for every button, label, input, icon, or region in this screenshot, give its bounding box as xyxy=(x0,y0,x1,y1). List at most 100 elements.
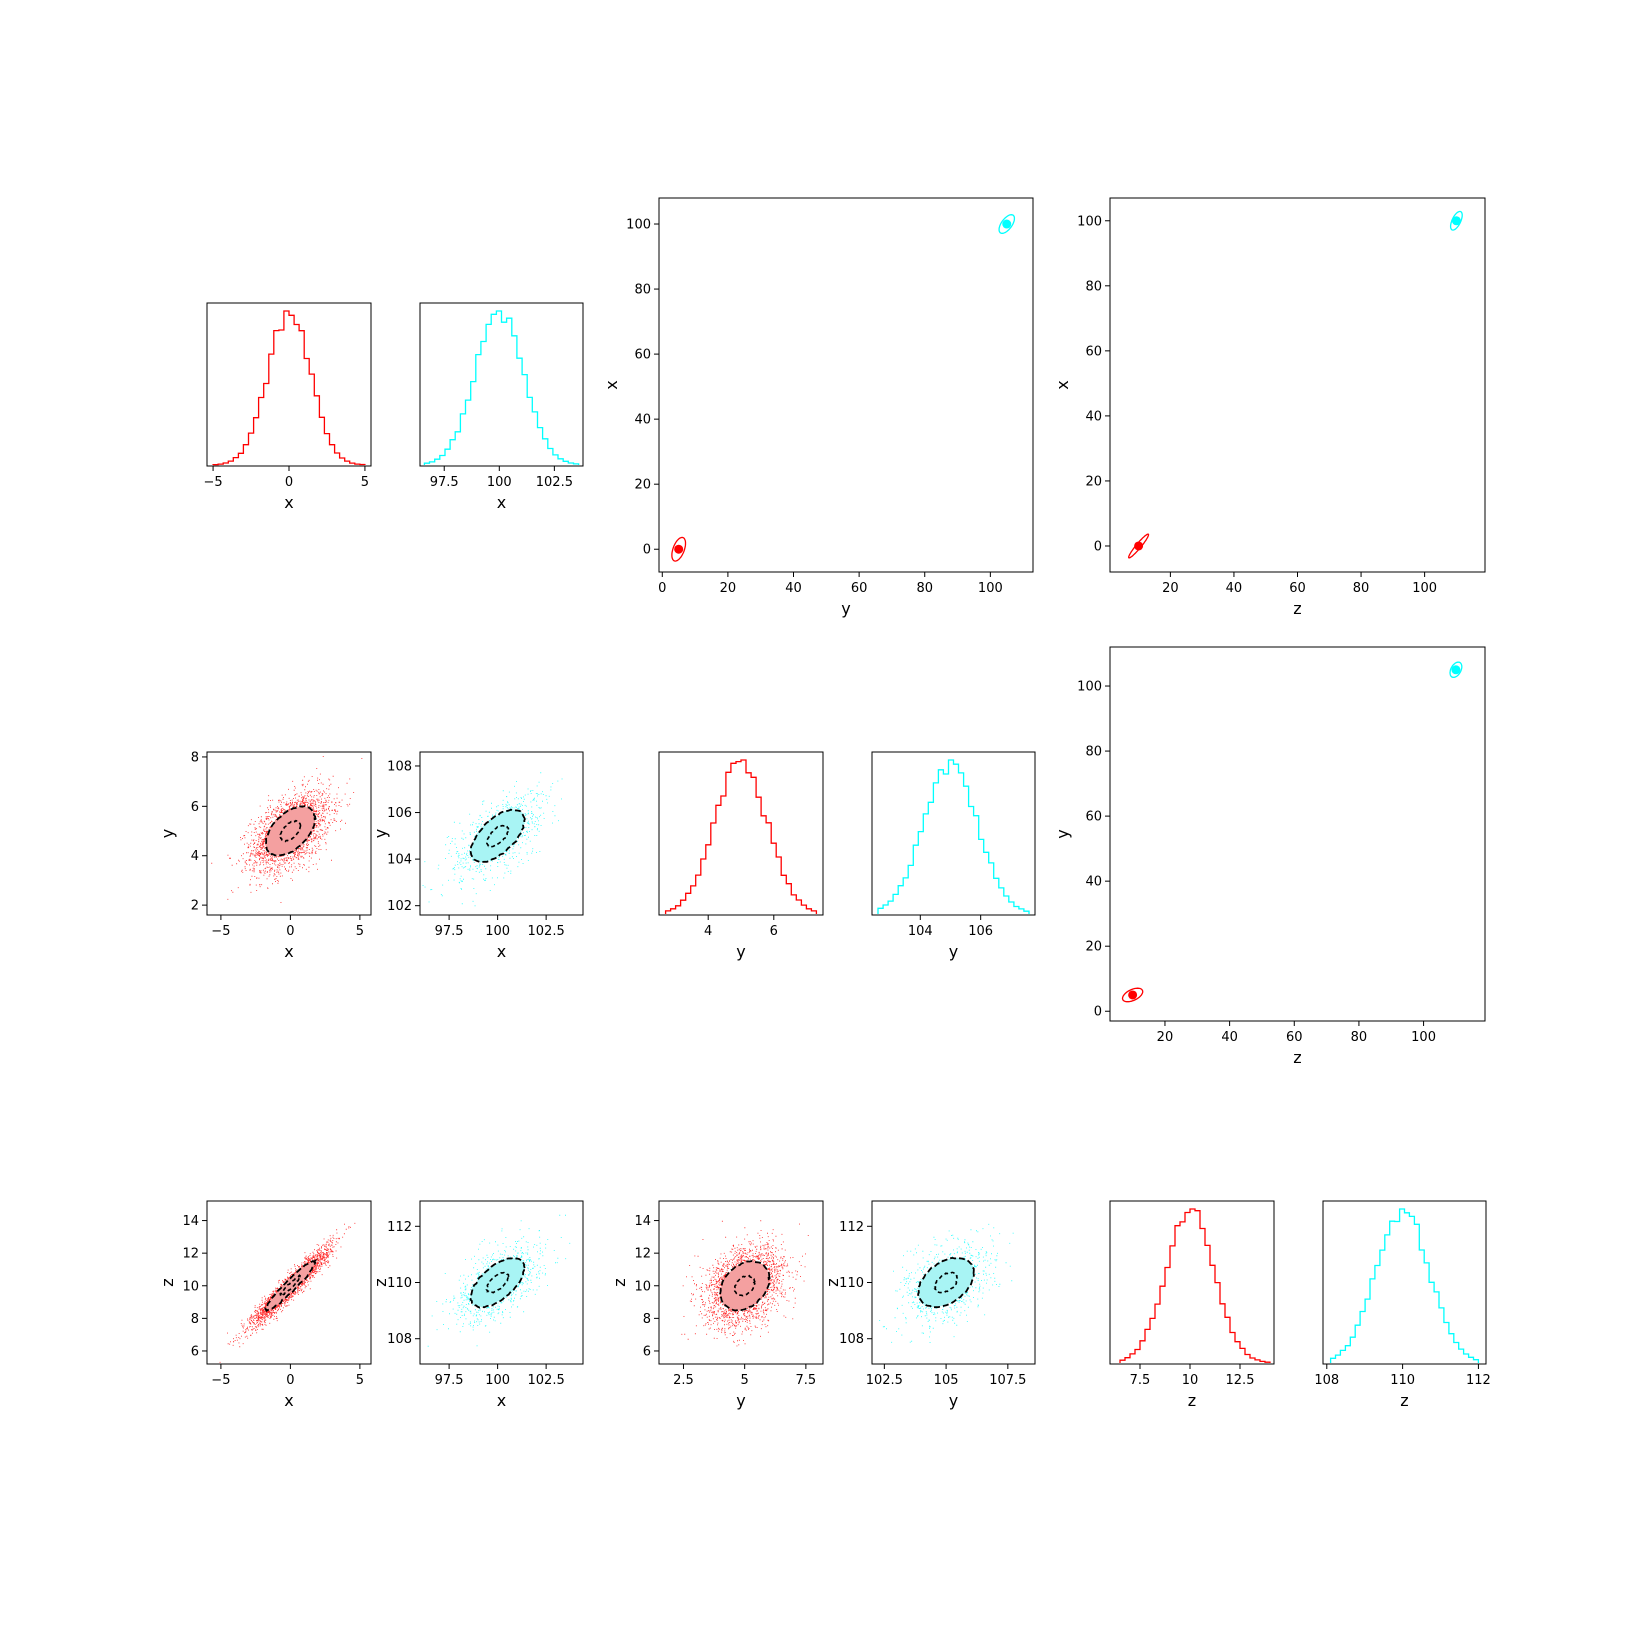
x-tick-label: 100 xyxy=(487,475,512,490)
plot-area xyxy=(879,1223,1014,1343)
x-axis-label: y xyxy=(736,1391,745,1410)
x-axis-label: z xyxy=(1293,1048,1301,1067)
plot-area xyxy=(877,759,1030,914)
y-tick-label: 112 xyxy=(387,1220,412,1235)
x-tick-label: 0 xyxy=(658,581,666,596)
plot-area xyxy=(1128,210,1463,559)
x-axis-label: x xyxy=(497,493,506,512)
x-tick-label: 108 xyxy=(1314,1373,1339,1388)
x-tick-label: 60 xyxy=(1289,581,1306,596)
histogram-step-line xyxy=(664,759,818,914)
center-point xyxy=(1002,219,1012,229)
density-fill xyxy=(265,1261,316,1311)
x-tick-label: −5 xyxy=(211,1373,230,1388)
x-tick-label: 20 xyxy=(1162,581,1179,596)
center-point xyxy=(1451,665,1461,675)
hist-z-cyan: 108 110 112 z xyxy=(1314,1200,1491,1410)
y-tick-label: 106 xyxy=(387,806,412,821)
x-axis-label: y xyxy=(736,942,745,961)
axes-frame xyxy=(1109,646,1486,1022)
x-tick-label: 107.5 xyxy=(989,1373,1026,1388)
x-tick-label: 40 xyxy=(1226,581,1243,596)
y-tick-label: 112 xyxy=(839,1220,864,1235)
y-tick-label: 6 xyxy=(191,1344,199,1359)
y-tick-label: 20 xyxy=(634,478,651,493)
axes-frame xyxy=(1109,197,1486,573)
x-tick-label: 106 xyxy=(968,924,993,939)
histogram-step-line xyxy=(1329,1208,1480,1363)
histogram-step-line xyxy=(877,759,1030,914)
y-axis-label: x xyxy=(602,380,621,389)
x-tick-label: 60 xyxy=(851,581,868,596)
x-tick-label: −5 xyxy=(203,475,222,490)
plot-area xyxy=(212,310,366,466)
axes-frame xyxy=(206,1200,372,1365)
x-tick-label: 97.5 xyxy=(435,924,464,939)
scatter-z-y-cyan: 102.5 105 107.5 108 110 112 y z xyxy=(823,1200,1036,1410)
y-tick-label: 8 xyxy=(191,1312,199,1327)
plot-area xyxy=(1121,661,1463,1003)
plot-area xyxy=(1119,1208,1271,1363)
contour-outer xyxy=(469,808,526,863)
contour-inner xyxy=(733,1274,756,1297)
y-tick-label: 80 xyxy=(1085,279,1102,294)
x-tick-label: 97.5 xyxy=(430,475,459,490)
contour-outer xyxy=(265,805,317,857)
x-tick-label: 7.5 xyxy=(1130,1373,1151,1388)
y-tick-label: 60 xyxy=(1085,810,1102,825)
y-tick-label: 100 xyxy=(1077,680,1102,695)
confidence-ellipse xyxy=(1449,210,1463,231)
density-fill xyxy=(470,809,525,863)
scatter-x-z-overview: 20 40 60 80 100 0 20 40 60 80 100 z x xyxy=(1053,197,1486,618)
x-tick-label: 102.5 xyxy=(536,475,573,490)
x-axis-label: x xyxy=(284,493,293,512)
x-tick-label: 5 xyxy=(361,475,369,490)
y-tick-label: 60 xyxy=(1085,344,1102,359)
y-tick-label: 8 xyxy=(191,750,199,765)
x-axis-label: y xyxy=(949,1391,958,1410)
confidence-ellipse xyxy=(671,536,687,562)
y-tick-label: 4 xyxy=(191,849,199,864)
y-tick-label: 12 xyxy=(182,1247,199,1262)
axes-frame xyxy=(871,751,1036,916)
plot-area xyxy=(219,1222,356,1363)
x-tick-label: 5 xyxy=(356,924,364,939)
x-tick-label: 100 xyxy=(485,924,510,939)
x-tick-label: 110 xyxy=(1390,1373,1415,1388)
y-tick-label: 6 xyxy=(643,1344,651,1359)
plot-area xyxy=(427,1214,571,1347)
y-tick-label: 100 xyxy=(626,218,651,233)
x-tick-label: 60 xyxy=(1286,1030,1303,1045)
plot-area xyxy=(211,756,363,903)
x-tick-label: 80 xyxy=(1353,581,1370,596)
confidence-ellipse xyxy=(1449,661,1463,679)
contour-inner xyxy=(279,1274,303,1298)
y-tick-label: 108 xyxy=(387,759,412,774)
y-tick-label: 100 xyxy=(1077,214,1102,229)
axes-frame xyxy=(658,751,824,916)
y-tick-label: 10 xyxy=(634,1279,651,1294)
x-tick-label: 80 xyxy=(1351,1030,1368,1045)
hist-x-red: −5 0 5 x xyxy=(203,302,372,512)
x-tick-label: 6 xyxy=(770,924,778,939)
x-tick-label: 40 xyxy=(1221,1030,1238,1045)
x-tick-label: 100 xyxy=(978,581,1003,596)
axes-frame xyxy=(658,197,1034,573)
x-tick-label: 104 xyxy=(908,924,933,939)
scatter-y-x-cyan: 97.5 100 102.5 102 104 106 108 x y xyxy=(371,751,584,961)
x-tick-label: 80 xyxy=(916,581,933,596)
y-axis-label: z xyxy=(371,1278,390,1286)
contour-inner xyxy=(485,824,510,848)
axes-frame xyxy=(1322,1200,1487,1365)
density-fill xyxy=(917,1257,975,1308)
center-point xyxy=(1451,216,1461,226)
y-tick-label: 110 xyxy=(839,1276,864,1291)
contour-outer xyxy=(718,1260,771,1312)
x-tick-label: 105 xyxy=(934,1373,959,1388)
axes-frame xyxy=(206,302,372,467)
contour-outer xyxy=(917,1256,975,1309)
y-tick-label: 14 xyxy=(634,1214,651,1229)
confidence-ellipse xyxy=(1128,533,1150,559)
density-fill xyxy=(265,805,316,856)
y-tick-label: 2 xyxy=(191,899,199,914)
